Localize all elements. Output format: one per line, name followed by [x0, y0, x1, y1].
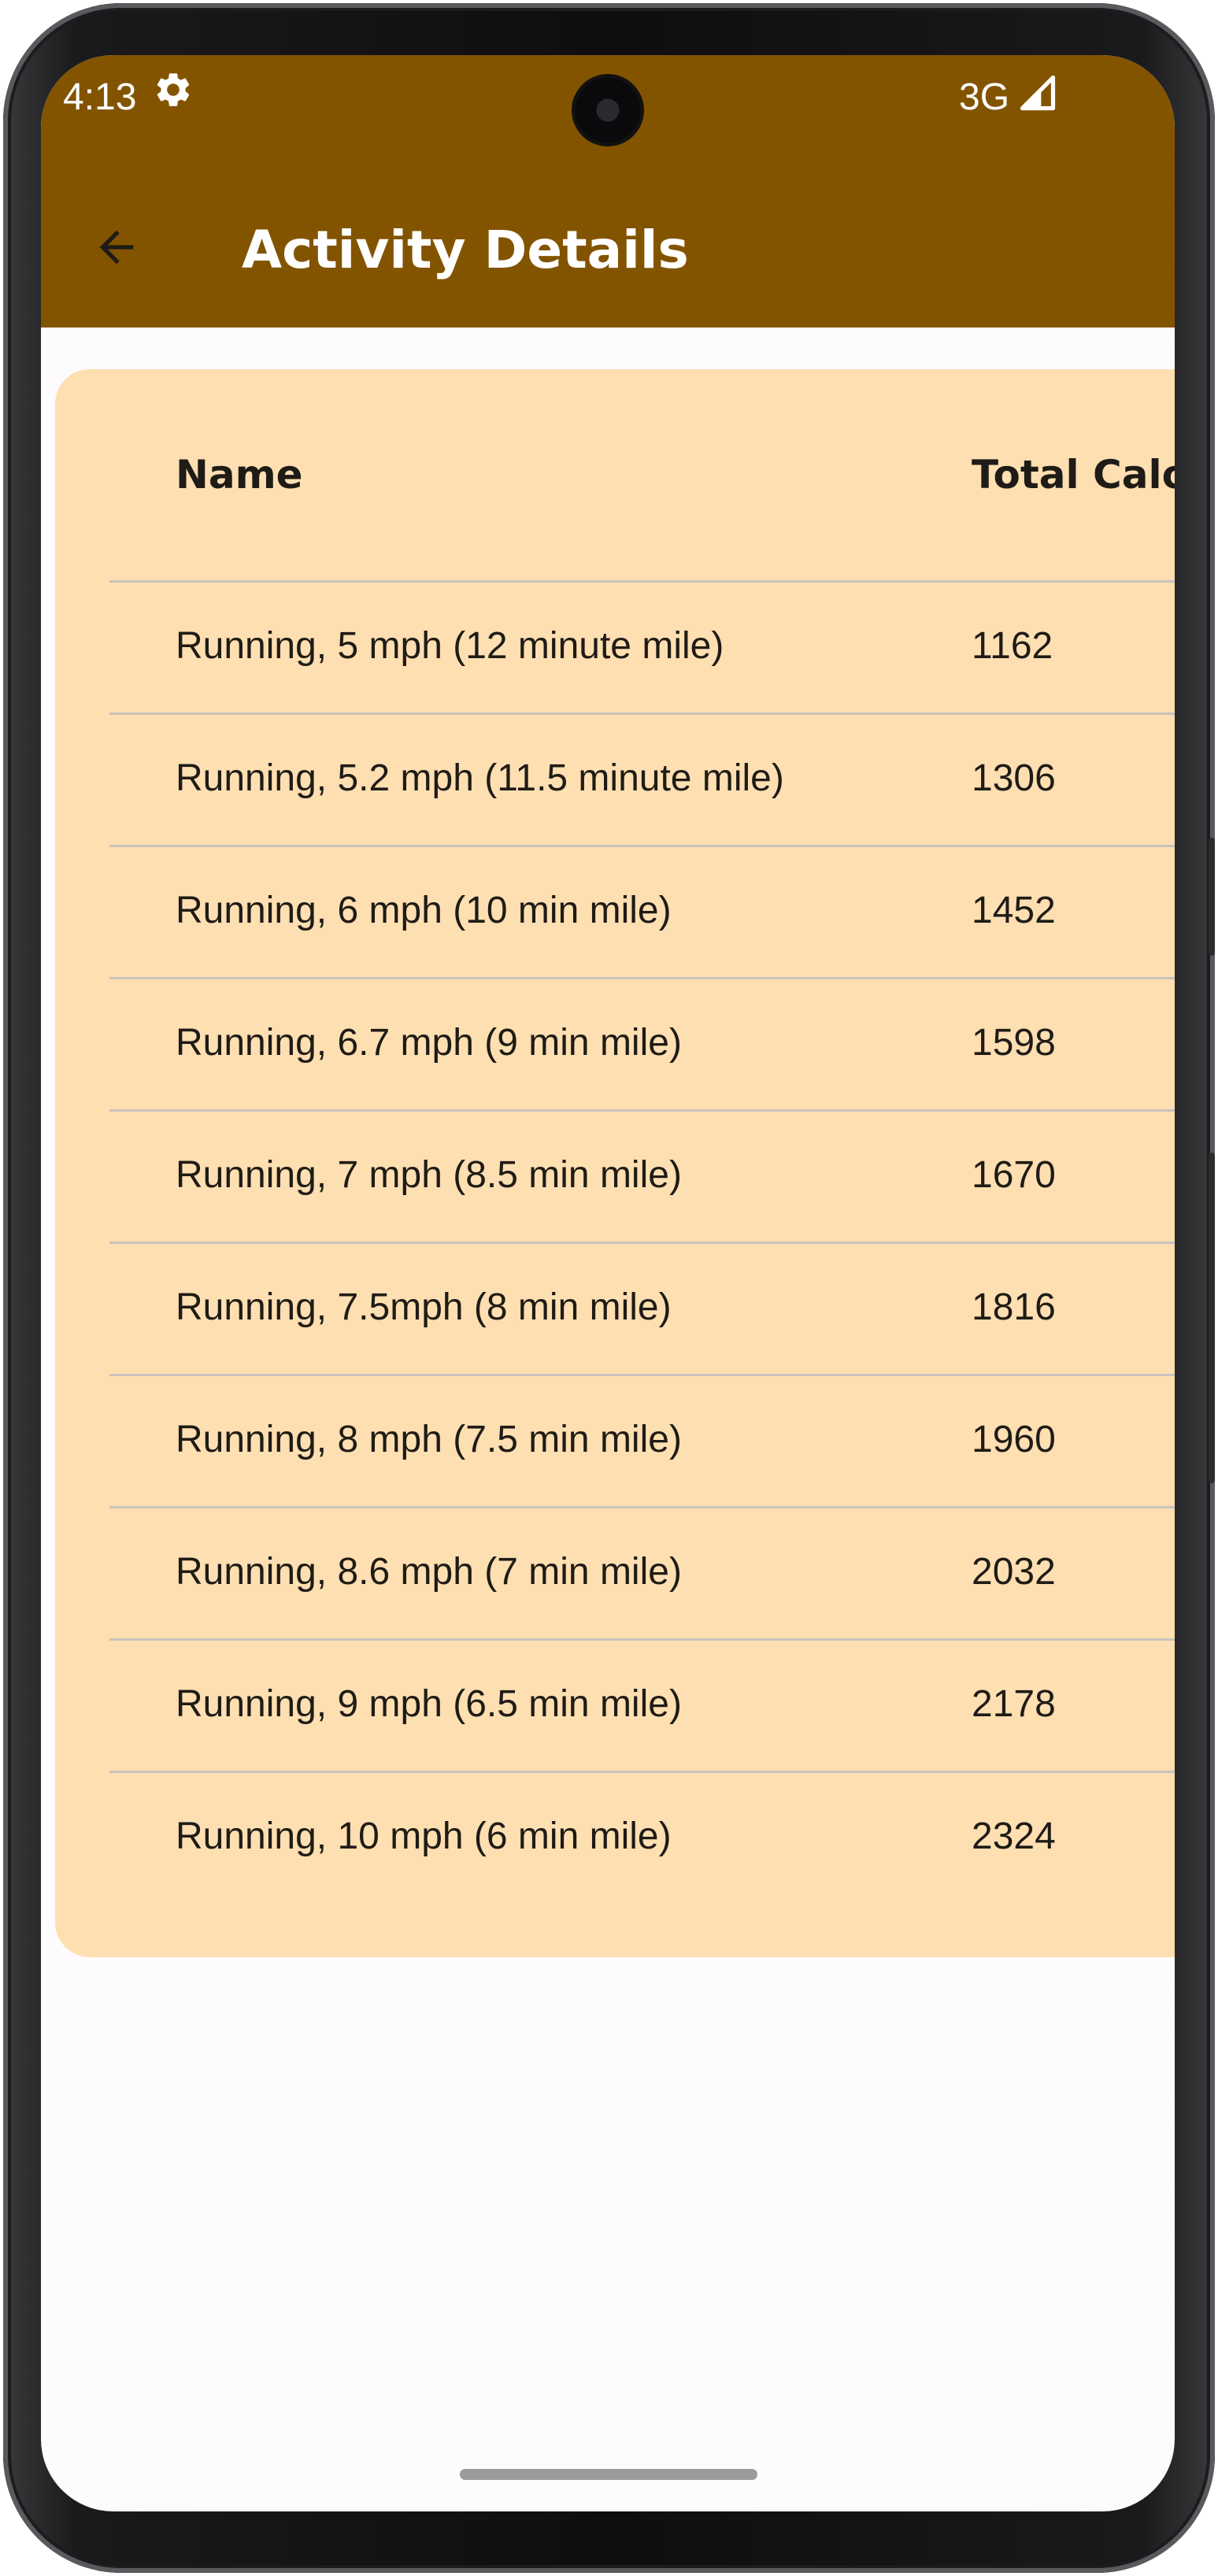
front-camera	[575, 77, 641, 143]
table-row[interactable]: Running, 7 mph (8.5 min mile) 1670	[55, 1109, 1175, 1242]
activity-name: Running, 5 mph (12 minute mile)	[176, 625, 724, 667]
activity-table: Name Total Calo Running, 5 mph (12 minut…	[55, 369, 1175, 1957]
table-row[interactable]: Running, 5.2 mph (11.5 minute mile) 1306	[55, 712, 1175, 845]
row-divider	[109, 845, 1175, 847]
row-divider	[109, 1109, 1175, 1112]
activity-name: Running, 7 mph (8.5 min mile)	[176, 1154, 682, 1196]
activity-name: Running, 8.6 mph (7 min mile)	[176, 1551, 682, 1593]
activity-name: Running, 10 mph (6 min mile)	[176, 1815, 672, 1857]
activity-name: Running, 6 mph (10 min mile)	[176, 890, 672, 931]
row-divider	[109, 712, 1175, 715]
screen: 4:13 3G Activity Details Name Total Ca	[41, 55, 1175, 2511]
column-header-name[interactable]: Name	[176, 452, 303, 498]
total-calories: 1306	[972, 757, 1056, 799]
row-divider	[109, 977, 1175, 979]
table-row[interactable]: Running, 8 mph (7.5 min mile) 1960	[55, 1374, 1175, 1506]
total-calories: 2032	[972, 1551, 1056, 1593]
total-calories: 1816	[972, 1286, 1056, 1328]
total-calories: 2324	[972, 1815, 1056, 1857]
activity-name: Running, 8 mph (7.5 min mile)	[176, 1419, 682, 1460]
home-gesture-bar[interactable]	[460, 2469, 757, 2480]
table-row[interactable]: Running, 7.5mph (8 min mile) 1816	[55, 1242, 1175, 1374]
arrow-left-icon	[99, 230, 134, 265]
app-bar: Activity Details	[41, 173, 1175, 328]
table-header: Name Total Calo	[55, 369, 1175, 580]
row-divider	[109, 580, 1175, 583]
activity-name: Running, 5.2 mph (11.5 minute mile)	[176, 757, 784, 799]
row-divider	[109, 1506, 1175, 1508]
activity-name: Running, 7.5mph (8 min mile)	[176, 1286, 672, 1328]
total-calories: 2178	[972, 1683, 1056, 1725]
table-row[interactable]: Running, 6.7 mph (9 min mile) 1598	[55, 977, 1175, 1109]
table-row[interactable]: Running, 9 mph (6.5 min mile) 2178	[55, 1638, 1175, 1771]
page-title: Activity Details	[242, 220, 689, 280]
table-row[interactable]: Running, 6 mph (10 min mile) 1452	[55, 845, 1175, 977]
table-row[interactable]: Running, 10 mph (6 min mile) 2324	[55, 1771, 1175, 1903]
status-time: 4:13	[63, 76, 137, 118]
activity-name: Running, 9 mph (6.5 min mile)	[176, 1683, 682, 1725]
power-button	[1209, 838, 1215, 956]
row-divider	[109, 1374, 1175, 1376]
column-header-total-calories[interactable]: Total Calo	[972, 452, 1175, 498]
volume-button	[1209, 1153, 1215, 1483]
table-row[interactable]: Running, 8.6 mph (7 min mile) 2032	[55, 1506, 1175, 1638]
gear-icon	[157, 73, 190, 106]
back-button[interactable]	[79, 209, 154, 285]
cell-signal-icon	[1020, 75, 1056, 111]
status-bar: 4:13 3G	[41, 55, 1175, 173]
total-calories: 1598	[972, 1022, 1056, 1064]
network-type: 3G	[959, 76, 1010, 118]
activity-name: Running, 6.7 mph (9 min mile)	[176, 1022, 682, 1064]
row-divider	[109, 1638, 1175, 1641]
row-divider	[109, 1771, 1175, 1773]
row-divider	[109, 1242, 1175, 1244]
phone-frame: 4:13 3G Activity Details Name Total Ca	[3, 3, 1215, 2573]
table-row[interactable]: Running, 5 mph (12 minute mile) 1162	[55, 580, 1175, 712]
total-calories: 1670	[972, 1154, 1056, 1196]
total-calories: 1452	[972, 890, 1056, 931]
total-calories: 1162	[972, 625, 1053, 667]
total-calories: 1960	[972, 1419, 1056, 1460]
